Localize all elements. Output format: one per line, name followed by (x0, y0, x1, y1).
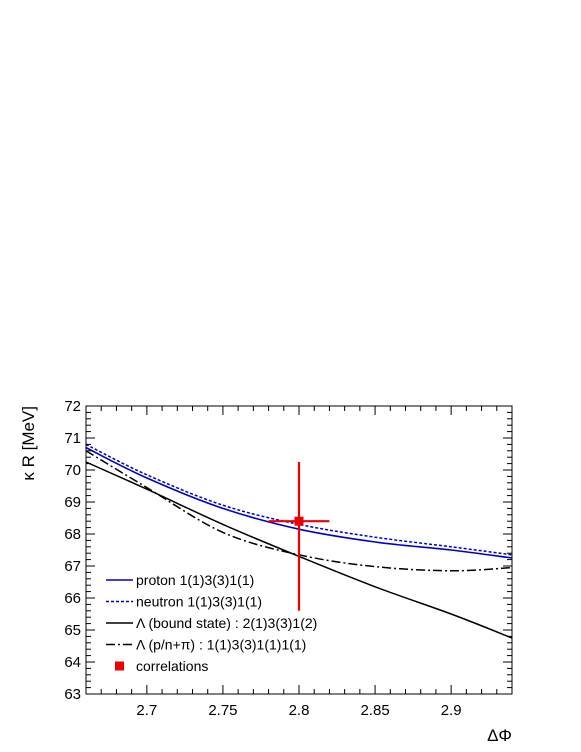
legend-label: Λ (p/n+π) : 1(1)3(3)1(1)1(1) (136, 637, 306, 653)
legend-entry: Λ (p/n+π) : 1(1)3(3)1(1)1(1) (106, 637, 306, 653)
point-layer (268, 462, 330, 611)
legend-label: neutron 1(1)3(3)1(1) (136, 594, 262, 610)
legend-entry: neutron 1(1)3(3)1(1) (106, 594, 262, 610)
y-tick-label: 64 (64, 654, 81, 671)
y-tick-label: 71 (64, 430, 81, 447)
ticks-layer: 2.7 2.75 2.8 2.85 2.9 63 64 65 66 67 68 69 70 71 72 (64, 398, 513, 719)
x-tick-label: 2.7 (136, 702, 157, 719)
legend-label: correlations (136, 658, 208, 674)
y-tick-label: 69 (64, 494, 81, 511)
x-tick-label: 2.75 (208, 702, 237, 719)
y-tick-label: 70 (64, 462, 81, 479)
x-tick-label: 2.9 (441, 702, 462, 719)
legend-swatch (115, 661, 124, 671)
legend-label: proton 1(1)3(3)1(1) (136, 572, 254, 588)
x-tick-label: 2.85 (360, 702, 389, 719)
y-tick-label: 65 (64, 622, 81, 639)
x-tick-label: 2.8 (289, 702, 310, 719)
legend: proton 1(1)3(3)1(1) neutron 1(1)3(3)1(1) Λ… (106, 572, 317, 674)
legend-label: Λ (bound state) : 2(1)3(3)1(2) (136, 615, 317, 631)
y-tick-label: 72 (64, 398, 81, 415)
y-tick-label: 68 (64, 526, 81, 543)
x-axis-label: ΔΦ (487, 726, 512, 745)
legend-entry: Λ (bound state) : 2(1)3(3)1(2) (106, 615, 317, 631)
y-tick-label: 67 (64, 558, 81, 575)
legend-entry: proton 1(1)3(3)1(1) (106, 572, 254, 588)
correlations-point (268, 462, 330, 611)
legend-entry: correlations (115, 658, 208, 674)
point-marker (294, 516, 304, 526)
y-axis-label: κ R [MeV] (19, 406, 38, 481)
y-tick-label: 63 (64, 686, 81, 703)
series-line-1 (85, 443, 513, 556)
y-tick-label: 66 (64, 590, 81, 607)
